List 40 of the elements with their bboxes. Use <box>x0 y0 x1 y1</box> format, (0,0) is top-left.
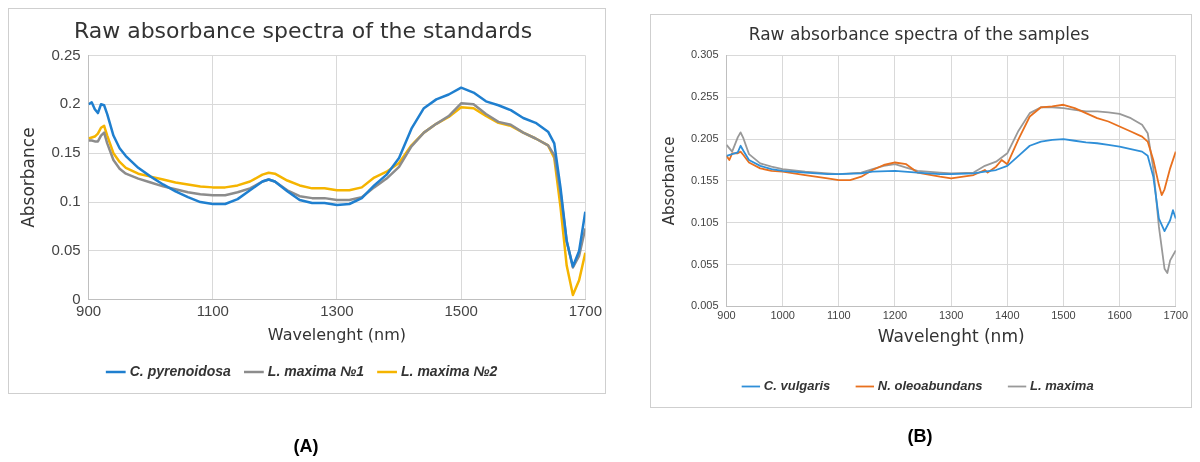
y-tick-label: 0.25 <box>51 45 81 63</box>
y-tick-label: 0.205 <box>691 132 719 145</box>
y-axis-title: Absorbance <box>17 127 38 228</box>
legend-label: L. maxima <box>1030 378 1094 394</box>
y-tick-label: 0.105 <box>691 215 719 228</box>
y-tick-label: 0.005 <box>691 299 719 312</box>
x-tick-label: 1500 <box>1051 309 1076 322</box>
legend-label: N. oleoabundans <box>877 378 983 394</box>
chart-title: Raw absorbance spectra of the standards <box>73 17 533 43</box>
y-tick-label: 0.15 <box>51 143 81 161</box>
y-tick-label: 0.155 <box>691 173 719 186</box>
legend-label: L. maxima №1 <box>267 362 365 379</box>
x-tick-label: 1500 <box>444 301 478 319</box>
x-tick-label: 1400 <box>995 309 1020 322</box>
text: (B) <box>906 426 934 447</box>
legend-label: C. pyrenoidosa <box>129 362 232 379</box>
x-tick-label: 1700 <box>1163 309 1189 322</box>
x-tick-label: 1600 <box>1107 309 1132 322</box>
chart-title: Raw absorbance spectra of the samples <box>748 23 1090 44</box>
y-tick-label: 0.05 <box>51 241 81 259</box>
legend-label: L. maxima №2 <box>401 362 498 379</box>
legend-label: C. vulgaris <box>763 378 831 394</box>
y-tick-label: 0.305 <box>691 48 719 61</box>
y-axis-title: Absorbance <box>659 136 678 226</box>
x-axis-title: Wavelenght (nm) <box>877 326 1025 347</box>
x-tick-label: 1100 <box>196 301 229 319</box>
x-tick-label: 1300 <box>320 301 354 319</box>
x-tick-label: 1100 <box>827 309 851 322</box>
y-tick-label: 0.2 <box>59 94 81 112</box>
x-tick-label: 1300 <box>938 309 964 322</box>
y-tick-label: 0 <box>72 289 81 307</box>
x-tick-label: 1700 <box>568 301 602 319</box>
x-tick-label: 1000 <box>770 309 795 322</box>
x-tick-label: 900 <box>717 309 736 322</box>
y-tick-label: 0.255 <box>691 90 719 103</box>
y-tick-label: 0.055 <box>691 257 719 270</box>
x-axis-title: Wavelenght (nm) <box>267 324 407 344</box>
x-tick-label: 1200 <box>882 309 908 322</box>
text: (A) <box>292 436 320 457</box>
y-tick-label: 0.1 <box>59 192 81 210</box>
